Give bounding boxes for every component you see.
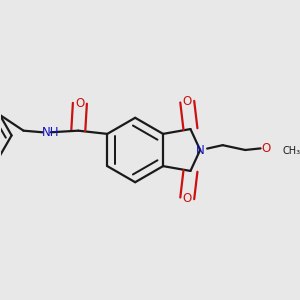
Text: O: O <box>183 95 192 108</box>
Text: CH₃: CH₃ <box>283 146 300 156</box>
Text: NH: NH <box>42 126 60 139</box>
Text: O: O <box>75 97 85 110</box>
Text: O: O <box>262 142 271 155</box>
Text: O: O <box>183 192 192 205</box>
Text: N: N <box>196 143 205 157</box>
